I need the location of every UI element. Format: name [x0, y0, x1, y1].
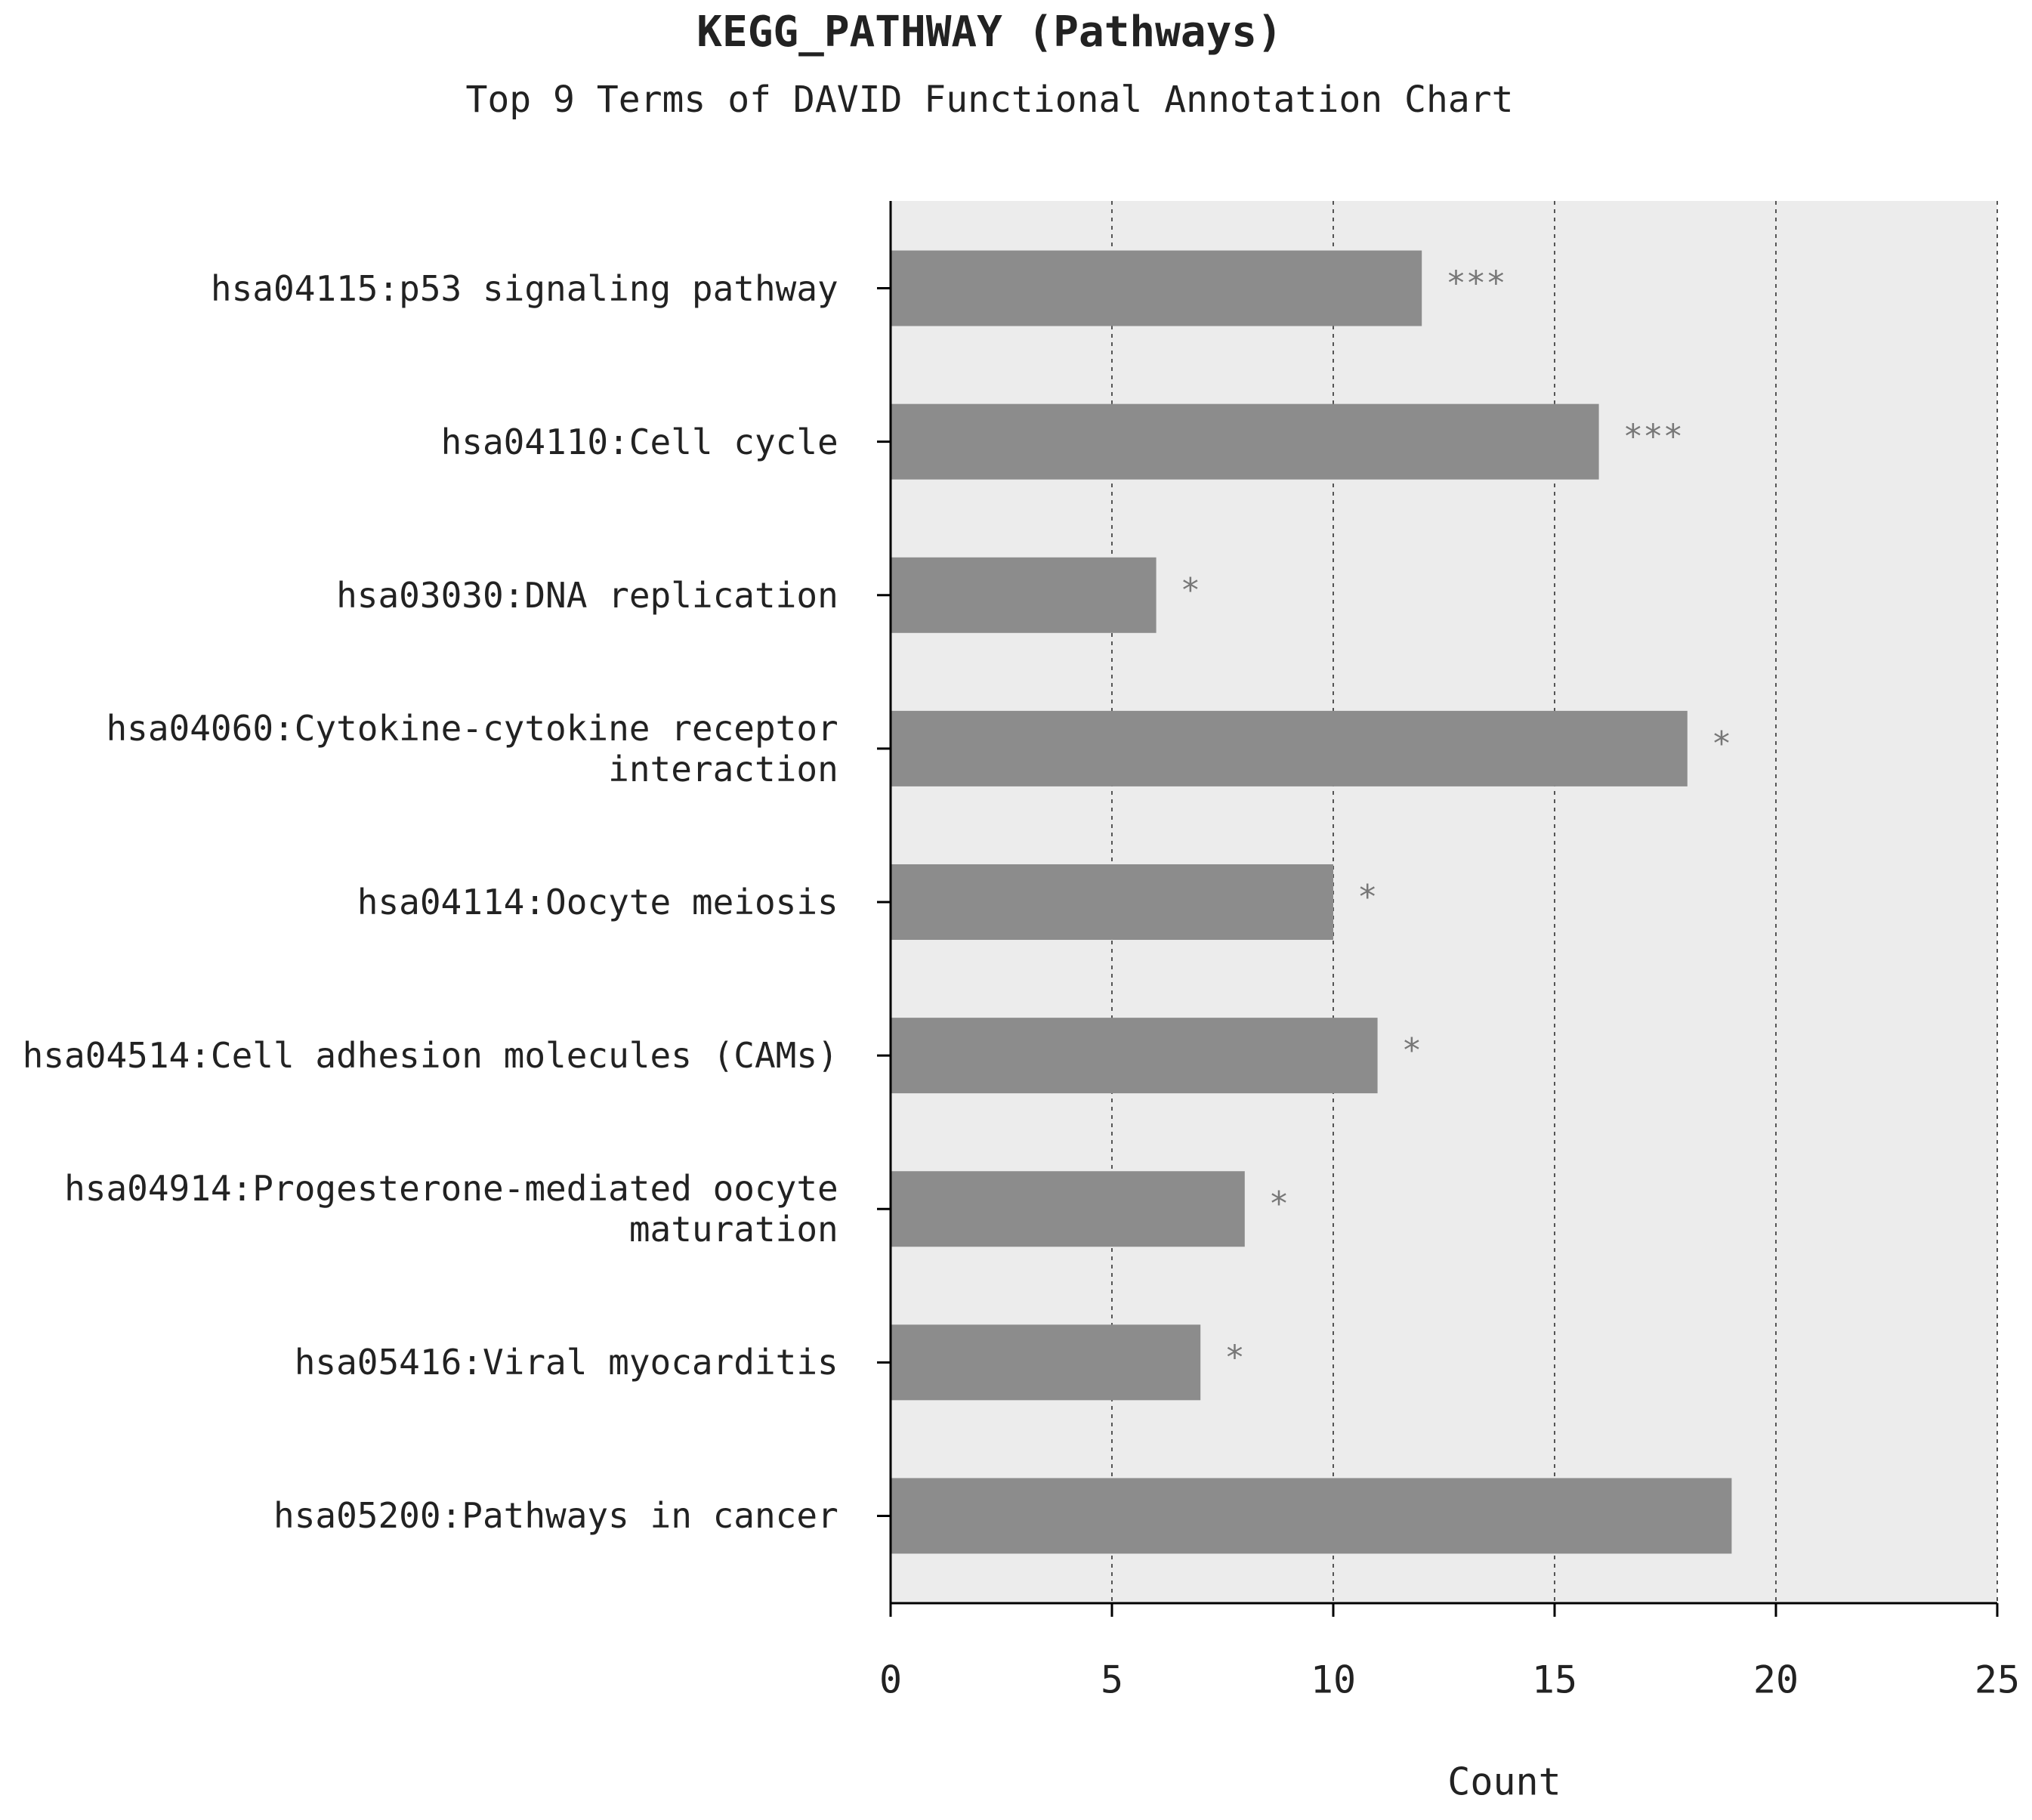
- significance-label: *: [1181, 571, 1201, 610]
- x-tick-label: 0: [879, 1658, 902, 1702]
- bar: [891, 557, 1157, 633]
- y-tick-label: hsa04914:Progesterone-mediated oocyte ma…: [64, 1168, 838, 1250]
- bar: [891, 710, 1688, 786]
- bar: [891, 1171, 1245, 1247]
- y-tick-label: hsa03030:DNA replication: [336, 574, 838, 616]
- x-tick-label: 5: [1101, 1658, 1123, 1702]
- x-tick-label: 20: [1753, 1658, 1799, 1702]
- bar: [891, 1324, 1201, 1401]
- significance-label: ***: [1446, 264, 1505, 303]
- significance-label: *: [1269, 1185, 1289, 1223]
- x-tick-label: 25: [1975, 1658, 2020, 1702]
- bar: [891, 1478, 1732, 1554]
- y-tick-label: hsa04514:Cell adhesion molecules (CAMs): [22, 1035, 838, 1077]
- chart-title: KEGG_PATHWAY (Pathways): [696, 8, 1282, 57]
- x-tick-label: 10: [1311, 1658, 1356, 1702]
- significance-label: ***: [1623, 418, 1683, 456]
- y-tick-label: hsa04115:p53 signaling pathway: [210, 267, 838, 309]
- bar: [891, 250, 1422, 326]
- x-tick-label: 15: [1532, 1658, 1577, 1702]
- y-tick-label: hsa04114:Oocyte meiosis: [357, 882, 838, 922]
- y-tick-label: hsa05416:Viral myocarditis: [294, 1342, 838, 1383]
- bar: [891, 403, 1599, 480]
- y-tick-label: hsa05200:Pathways in cancer: [273, 1495, 838, 1537]
- bar: [891, 864, 1333, 940]
- significance-label: *: [1712, 725, 1732, 763]
- significance-label: *: [1402, 1031, 1422, 1070]
- x-axis-label: Count: [1447, 1760, 1561, 1804]
- y-tick-label: hsa04110:Cell cycle: [440, 421, 838, 462]
- significance-label: *: [1224, 1338, 1245, 1377]
- chart-subtitle: Top 9 Terms of DAVID Functional Annotati…: [465, 79, 1513, 121]
- bar: [891, 1018, 1378, 1094]
- significance-label: *: [1357, 878, 1378, 916]
- y-tick-label: hsa04060:Cytokine-cytokine receptor inte…: [106, 707, 838, 789]
